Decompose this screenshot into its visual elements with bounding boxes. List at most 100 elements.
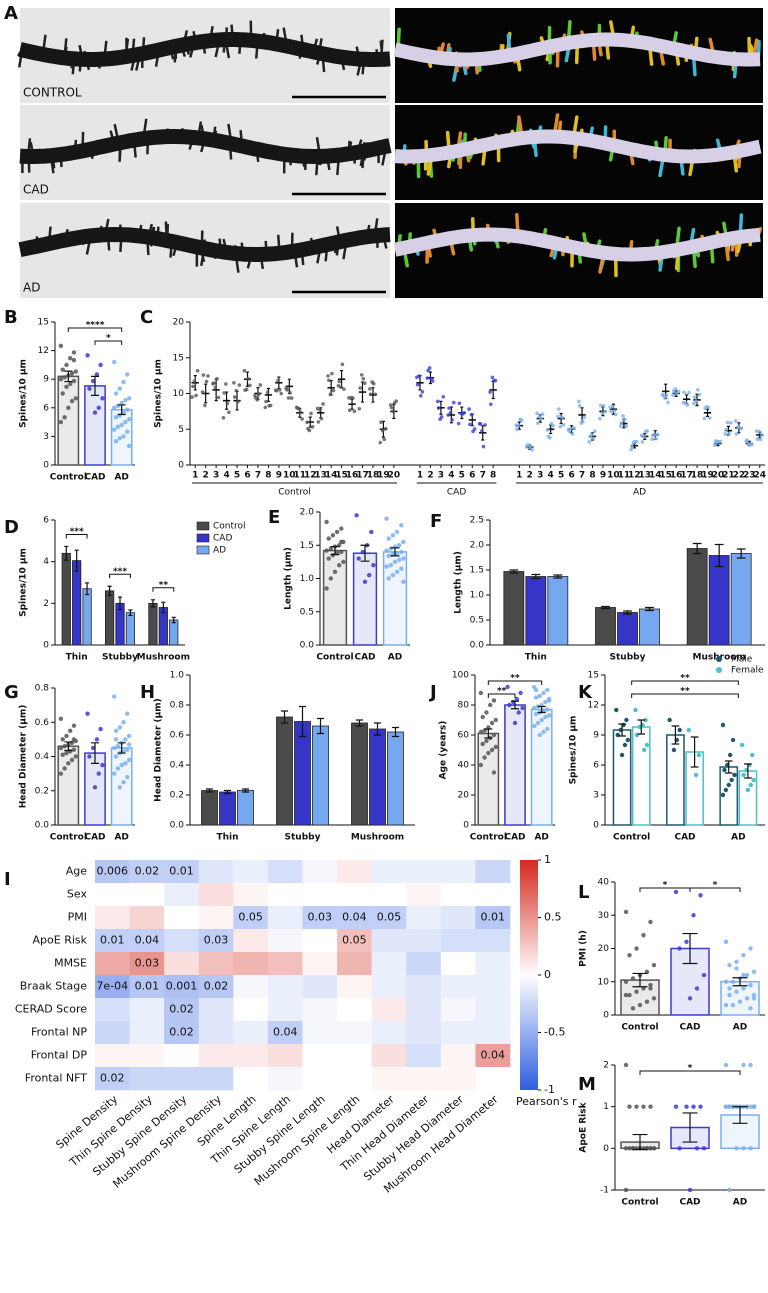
error-bar: [117, 596, 123, 611]
x-tick-label: Thin: [525, 653, 547, 663]
y-axis-label: Head Diameter (μm): [19, 705, 29, 809]
cell-label: 0.05: [238, 911, 263, 924]
error-bar: [531, 573, 541, 580]
data-point-hint: [696, 388, 700, 392]
data-point-hint: [203, 403, 207, 408]
data-point: [673, 889, 679, 895]
data-point: [720, 792, 726, 798]
data-point-hint: [357, 406, 362, 411]
data-point: [751, 1104, 757, 1109]
x-tick-label: 1: [192, 471, 198, 481]
panel-letter: G: [4, 682, 19, 703]
y-tick-label: 2.0: [470, 541, 485, 551]
data-point: [651, 962, 657, 968]
data-point: [684, 939, 689, 945]
x-tick-label: 15: [659, 471, 672, 481]
data-point: [727, 1187, 732, 1193]
y-tick-label: 1.0: [170, 671, 185, 681]
data-point-hint: [619, 420, 624, 425]
colorbar-tick-label: 0: [544, 968, 551, 981]
heatmap-cell: [95, 1067, 130, 1091]
data-point: [624, 717, 629, 723]
data-point: [399, 523, 404, 528]
data-point: [627, 952, 632, 958]
data-point-hint: [758, 437, 763, 442]
data-point: [337, 563, 342, 568]
row-label: Sex: [67, 888, 88, 901]
data-point-hint: [651, 433, 655, 437]
heatmap-cell: [406, 860, 442, 884]
data-point-hint: [234, 388, 239, 393]
panel-letter: I: [4, 869, 11, 890]
dendrite-model: [394, 129, 762, 164]
heatmap-cell: [302, 1067, 338, 1091]
data-point: [730, 1002, 736, 1008]
x-tick-label: CAD: [354, 653, 375, 663]
y-tick-label: 10: [598, 977, 610, 987]
data-point: [493, 717, 498, 723]
error-bar: [744, 763, 752, 779]
data-point-hint: [600, 411, 604, 415]
error-bar: [64, 370, 73, 383]
colorbar-tick-label: 0.5: [544, 911, 562, 924]
data-point-hint: [582, 415, 587, 419]
error-bar: [117, 742, 126, 754]
x-tick-label: 17: [356, 471, 369, 481]
significance-label: **: [510, 674, 520, 684]
data-point: [648, 1104, 653, 1109]
data-point: [328, 576, 333, 581]
data-point-hint: [236, 399, 240, 404]
data-point: [117, 386, 123, 391]
significance-bracket: [65, 533, 88, 539]
data-point-hint: [760, 433, 764, 437]
error-bar: [117, 404, 126, 416]
y-tick-label: 2: [603, 1061, 609, 1071]
data-point-hint: [331, 388, 336, 393]
y-tick-label: 100: [452, 671, 469, 681]
data-point-hint: [201, 373, 206, 377]
data-point: [58, 771, 64, 776]
data-point: [117, 725, 123, 730]
x-tick-label: 8: [265, 471, 271, 481]
image-label: CAD: [23, 183, 49, 197]
error-bar: [714, 543, 724, 568]
y-axis-label: Length (μm): [284, 547, 294, 610]
error-bar: [280, 710, 289, 724]
y-tick-label: 1.0: [470, 591, 485, 601]
error-bar: [671, 725, 680, 745]
data-point-hint: [490, 375, 495, 380]
significance-bracket: [67, 327, 123, 332]
cell-label: 0.04: [480, 1049, 505, 1062]
x-tick-label: AD: [534, 833, 548, 843]
data-point: [637, 1002, 643, 1008]
heatmap-cell: [337, 998, 372, 1022]
y-tick-label: 0: [178, 461, 184, 471]
x-tick-label: 20: [712, 471, 725, 481]
y-axis-label: Spines/10 μm: [154, 359, 164, 428]
data-point: [360, 549, 366, 555]
data-point-hint: [757, 429, 761, 434]
heatmap-cell: [198, 952, 234, 976]
data-point: [622, 742, 628, 748]
data-point: [651, 996, 657, 1001]
data-point: [121, 720, 126, 725]
data-point: [68, 356, 73, 361]
data-point-hint: [253, 396, 258, 400]
heatmap-cell: [198, 929, 234, 953]
y-tick-label: 20: [458, 791, 470, 801]
data-point-hint: [666, 400, 670, 405]
heatmap-cell: [406, 1044, 442, 1068]
data-point: [62, 766, 67, 771]
error-bar: [682, 932, 698, 965]
y-axis-label: Spines/10 μm: [19, 359, 29, 428]
data-point: [729, 777, 734, 783]
data-point-hint: [587, 440, 592, 444]
data-point: [115, 766, 121, 771]
data-point-hint: [347, 408, 352, 413]
data-point: [60, 391, 65, 396]
data-point-hint: [450, 418, 454, 422]
data-point: [112, 427, 117, 432]
heatmap-cell: [440, 906, 476, 930]
data-point: [354, 513, 359, 518]
data-point-hint: [204, 379, 209, 384]
